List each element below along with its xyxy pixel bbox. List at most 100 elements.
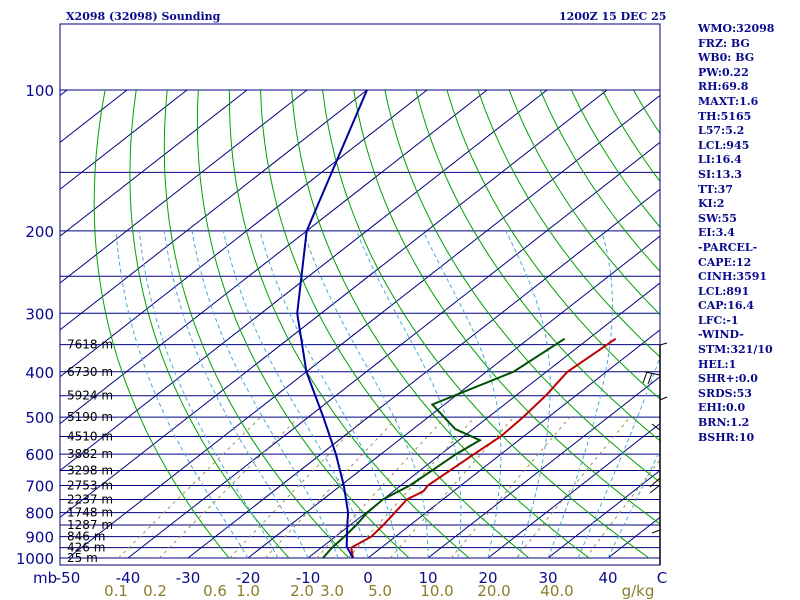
isotherm-line	[60, 89, 188, 190]
temperature-tick-label: 10	[418, 569, 437, 587]
isotherm-line	[60, 89, 248, 237]
pressure-tick-label: 200	[25, 223, 54, 241]
index-item: LFC:-1	[698, 313, 739, 327]
index-item: SW:55	[698, 211, 737, 225]
mixing-ratio-tick-label: 3.0	[320, 582, 344, 600]
isotherm-line	[60, 89, 308, 284]
index-item: LCL:891	[698, 284, 750, 298]
temperature-tick-label: -30	[176, 569, 201, 587]
index-item: WB0: BG	[698, 51, 755, 65]
isotherm-line	[60, 89, 368, 331]
index-item: LCL:945	[698, 138, 750, 152]
dry-adiabat-line	[93, 89, 230, 559]
temperature-tick-label: 30	[538, 569, 557, 587]
height-label: 5924 m	[67, 389, 113, 403]
moist-adiabat-line	[505, 230, 551, 559]
temperature-tick-label: -10	[296, 569, 321, 587]
wind-barb	[649, 484, 661, 494]
isotherm-line	[60, 89, 428, 378]
mixing-ratio-tick-label: 20.0	[477, 582, 510, 600]
valid-time: 1200Z 15 DEC 25	[559, 10, 666, 23]
temperature-tick-label: -50	[56, 569, 81, 587]
pressure-unit-label: mb	[33, 569, 57, 587]
index-item: TH:5165	[698, 109, 752, 123]
isotherm-line	[547, 469, 660, 559]
height-label: 4510 m	[67, 429, 113, 443]
wind-barb	[651, 423, 661, 431]
isotherm-line	[487, 422, 660, 559]
height-label: 25 m	[67, 551, 98, 565]
index-item: SRDS:53	[698, 386, 752, 400]
temperature-tick-label: -20	[236, 569, 261, 587]
index-item: CAPE:12	[698, 255, 752, 269]
parcel-line	[296, 89, 368, 559]
dry-adiabat-line	[163, 89, 350, 559]
index-item: KI:2	[698, 197, 725, 211]
mixing-ratio-tick-label: 0.1	[104, 582, 128, 600]
moist-adiabat-line	[222, 230, 369, 559]
isotherm-line	[0, 90, 7, 558]
index-item: EHI:0.0	[698, 401, 746, 415]
moist-adiabat-line	[115, 230, 249, 559]
mixing-ratio-tick-label: 40.0	[540, 582, 573, 600]
height-label: 6730 m	[67, 365, 113, 379]
wind-barb	[644, 371, 661, 376]
height-label: 1748 m	[67, 506, 113, 520]
moist-adiabat-line	[259, 230, 399, 559]
temperature-line	[350, 337, 617, 559]
height-label: 2237 m	[67, 493, 113, 507]
pressure-tick-label: 400	[25, 364, 54, 382]
height-label: 7618 m	[67, 338, 113, 352]
isotherm-line	[60, 89, 488, 425]
wind-barbs	[642, 342, 668, 565]
pressure-tick-label: 800	[25, 505, 54, 523]
mixing-ratio-tick-label: 10.0	[420, 582, 453, 600]
index-item: -WIND-	[698, 328, 744, 342]
dry-adiabat-line	[228, 89, 470, 559]
index-item: -PARCEL-	[698, 240, 758, 254]
moist-adiabat-line	[577, 355, 660, 559]
height-label: 3298 m	[67, 463, 113, 477]
station-title: X2098 (32098) Sounding	[66, 10, 221, 23]
pressure-tick-label: 900	[25, 529, 54, 547]
moist-adiabat-line	[163, 230, 309, 559]
moist-adiabat-line	[138, 230, 279, 559]
isotherm-line	[427, 376, 660, 559]
temperature-tick-label: 20	[478, 569, 497, 587]
mixing-ratio-line	[515, 416, 631, 559]
plot-frame	[59, 23, 661, 566]
wind-barb	[647, 372, 653, 385]
pressure-tick-label: 1000	[16, 550, 54, 568]
pressure-tick-label: 600	[25, 446, 54, 464]
dry-adiabat-line	[384, 89, 660, 483]
dry-adiabat-line	[477, 89, 660, 358]
mixing-ratio-line	[585, 459, 660, 559]
index-item: MAXT:1.6	[698, 94, 759, 108]
index-item: EI:3.4	[698, 226, 735, 240]
isotherm-line	[60, 89, 548, 472]
index-item: WMO:32098	[698, 22, 775, 35]
pressure-tick-label: 700	[25, 478, 54, 496]
temperature-tick-label: 40	[598, 569, 617, 587]
index-item: SHR+:0.0	[698, 372, 758, 386]
height-label: 3882 m	[67, 447, 113, 461]
wind-barb	[642, 371, 648, 384]
temperature-tick-label: 0	[363, 569, 373, 587]
index-item: CAP:16.4	[698, 299, 755, 313]
mixing-ratio-tick-label: 1.0	[236, 582, 260, 600]
index-item: PW:0.22	[698, 65, 749, 79]
isotherm-line	[127, 141, 660, 559]
mixing-ratio-line	[450, 416, 571, 559]
index-item: LI:16.4	[698, 153, 742, 167]
temperature-tick-label: -40	[116, 569, 141, 587]
mixing-ratio-line	[316, 416, 446, 559]
dry-adiabat-line	[291, 89, 590, 559]
height-label: 1287 m	[67, 518, 113, 532]
index-item: CINH:3591	[698, 270, 768, 284]
height-label: 426 m	[67, 541, 105, 555]
moist-adiabat-line	[547, 230, 613, 559]
mixing-ratio-tick-label: 0.6	[203, 582, 227, 600]
isotherm-line	[247, 235, 660, 559]
